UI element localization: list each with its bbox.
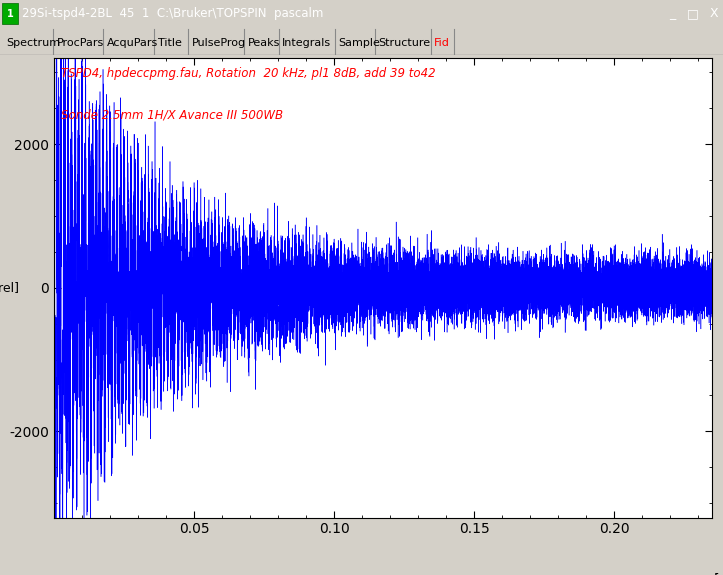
Text: 1: 1 [7, 9, 14, 19]
Text: Peaks: Peaks [248, 38, 281, 48]
Text: Sample: Sample [338, 38, 380, 48]
Text: Title: Title [158, 38, 181, 48]
Text: PulseProg: PulseProg [192, 38, 246, 48]
Text: □: □ [687, 7, 698, 20]
Text: X: X [709, 7, 718, 20]
Text: AcquPars: AcquPars [107, 38, 158, 48]
Text: Structure: Structure [378, 38, 430, 48]
FancyBboxPatch shape [2, 3, 18, 24]
Text: Sonde 2.5mm 1H/X Avance III 500WB: Sonde 2.5mm 1H/X Avance III 500WB [61, 109, 283, 121]
Text: 29Si-tspd4-2BL  45  1  C:\Bruker\TOPSPIN  pascalm: 29Si-tspd4-2BL 45 1 C:\Bruker\TOPSPIN pa… [22, 7, 323, 20]
Text: Integrals: Integrals [282, 38, 331, 48]
Y-axis label: [rel]: [rel] [0, 281, 20, 294]
Text: Spectrum: Spectrum [6, 38, 60, 48]
Text: TSPD4, hpdeccpmg.fau, Rotation  20 kHz, pl1 8dB, add 39 to42: TSPD4, hpdeccpmg.fau, Rotation 20 kHz, p… [61, 67, 435, 81]
Text: [s]: [s] [714, 573, 723, 575]
Text: ProcPars: ProcPars [56, 38, 103, 48]
Text: Fid: Fid [435, 38, 450, 48]
Text: _: _ [669, 7, 675, 20]
